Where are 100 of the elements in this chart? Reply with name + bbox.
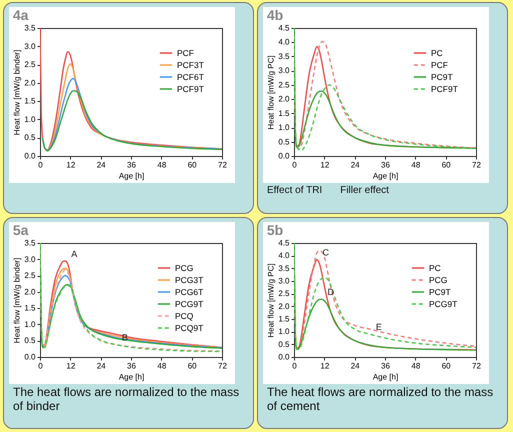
y-tick-label: 2.0: [24, 287, 36, 296]
y-tick-label: 1.5: [24, 304, 36, 313]
y-tick-label: 0.0: [278, 152, 290, 160]
y-tick-label: 2.0: [278, 94, 290, 104]
y-tick-label: 4.5: [278, 24, 290, 32]
y-tick-label: 0.5: [278, 137, 290, 146]
legend-label: PC: [429, 263, 441, 273]
x-tick-label: 36: [381, 362, 390, 370]
x-tick-label: 0: [292, 160, 298, 170]
text: The heat flows are normalized to the mass of cement: [267, 385, 494, 413]
y-tick-label: 1.5: [278, 108, 290, 118]
y-tick-label: 1.5: [278, 314, 290, 324]
annotation: E: [376, 322, 382, 332]
text: Filler effect: [340, 185, 389, 196]
y-axis-title: Heat flow [mW/g PC]: [266, 55, 276, 130]
x-tick-label: 60: [188, 362, 198, 370]
x-tick-label: 60: [442, 160, 452, 170]
y-tick-label: 0.0: [24, 152, 36, 160]
x-tick-label: 0: [38, 160, 44, 170]
legend-label: PCF: [177, 48, 194, 58]
chart-title: 5a: [12, 222, 29, 238]
y-tick-label: 2.5: [24, 60, 36, 70]
y-tick-label: 0.0: [278, 352, 290, 362]
y-tick-label: 0.5: [24, 133, 36, 142]
y-tick-label: 3.0: [278, 276, 290, 286]
x-tick-label: 48: [411, 160, 421, 170]
y-tick-label: 1.5: [24, 96, 36, 106]
y-axis-title: Heat flow [mW/g binder]: [12, 258, 22, 344]
y-tick-label: 2.5: [24, 271, 36, 280]
x-tick-label: 72: [472, 160, 482, 170]
x-tick-label: 12: [320, 160, 330, 170]
x-tick-label: 24: [96, 160, 106, 170]
y-tick-label: 2.5: [278, 289, 290, 298]
legend-label: PCG6T: [175, 287, 204, 297]
y-tick-label: 3.5: [24, 24, 36, 32]
text: The heat flows are normalized to the mass of binder: [13, 385, 240, 413]
chart-title: 4a: [12, 7, 29, 23]
y-tick-label: 1.0: [24, 114, 36, 124]
annotation: A: [71, 248, 78, 259]
x-tick-label: 12: [66, 362, 76, 370]
x-tick-label: 24: [350, 362, 360, 370]
chart-title: 4b: [266, 7, 284, 23]
legend-label: PCG3T: [175, 275, 204, 285]
y-tick-label: 2.0: [278, 302, 290, 311]
x-axis-title: Age [h]: [372, 172, 398, 180]
legend-label: PC9T: [431, 72, 453, 82]
legend-label: PCF9T: [431, 84, 458, 94]
x-tick-label: 12: [66, 160, 76, 170]
y-tick-label: 3.0: [24, 254, 36, 264]
legend-label: PCQ: [175, 311, 194, 321]
legend-label: PCG9T: [429, 299, 458, 309]
y-tick-label: 4.0: [278, 38, 290, 47]
legend-label: PCF: [431, 60, 448, 70]
x-tick-label: 72: [472, 362, 482, 370]
x-axis-title: Age [h]: [118, 372, 144, 382]
x-tick-label: 60: [188, 160, 198, 170]
legend-label: PCF3T: [177, 60, 204, 70]
y-tick-label: 1.0: [24, 320, 36, 329]
y-tick-label: 2.5: [278, 80, 290, 90]
y-tick-label: 1.0: [278, 327, 290, 336]
x-axis-title: Age [h]: [372, 372, 398, 382]
annotation: C: [322, 247, 330, 258]
x-tick-label: 24: [350, 160, 360, 170]
legend-label: PCF6T: [177, 72, 204, 82]
x-axis-title: Age [h]: [118, 172, 144, 180]
x-tick-label: 24: [96, 362, 106, 370]
legend-label: PC9T: [429, 287, 451, 297]
legend-label: PCG: [175, 263, 194, 273]
x-tick-label: 36: [127, 160, 136, 170]
y-tick-label: 3.5: [24, 238, 36, 248]
text: Effect of TRI: [267, 185, 322, 196]
y-axis-title: Heat flow [mW/g binder]: [12, 50, 22, 136]
y-tick-label: 4.0: [278, 251, 290, 260]
legend-label: PCG9T: [175, 299, 204, 309]
y-tick-label: 3.5: [278, 52, 290, 61]
legend-label: PC: [431, 48, 443, 58]
y-tick-label: 3.5: [278, 264, 290, 273]
y-tick-label: 1.0: [278, 123, 290, 132]
y-tick-label: 0.5: [278, 340, 290, 349]
x-tick-label: 36: [127, 362, 136, 370]
x-tick-label: 60: [442, 362, 452, 370]
chart-title: 5b: [266, 222, 284, 238]
x-tick-label: 0: [38, 362, 44, 370]
x-tick-label: 48: [157, 160, 167, 170]
y-tick-label: 0.5: [24, 336, 36, 346]
y-tick-label: 3.0: [24, 42, 36, 51]
x-tick-label: 48: [157, 362, 167, 370]
x-tick-label: 72: [218, 362, 228, 370]
y-axis-title: Heat flow [mW/g PC]: [266, 263, 276, 338]
x-tick-label: 72: [218, 160, 228, 170]
x-tick-label: 36: [381, 160, 390, 170]
legend-label: PCF9T: [177, 84, 204, 94]
y-tick-label: 0.0: [24, 352, 36, 362]
legend-label: PCG: [429, 275, 448, 285]
x-tick-label: 12: [320, 362, 330, 370]
y-tick-label: 3.0: [278, 66, 290, 76]
y-tick-label: 2.0: [24, 78, 36, 88]
y-tick-label: 4.5: [278, 238, 290, 248]
x-tick-label: 0: [292, 362, 298, 370]
x-tick-label: 48: [411, 362, 421, 370]
